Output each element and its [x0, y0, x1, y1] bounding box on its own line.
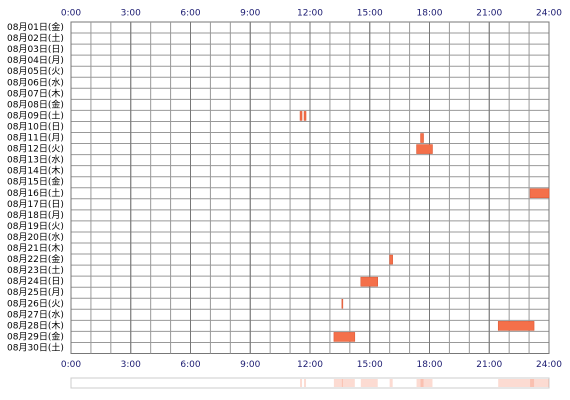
- day-label: 08月28日(木): [7, 319, 64, 331]
- summary-segment: [360, 379, 378, 387]
- activity-bar: [303, 111, 307, 121]
- day-label: 08月06日(水): [7, 76, 64, 88]
- activity-bar: [360, 276, 378, 287]
- day-label: 08月29日(金): [7, 330, 64, 342]
- day-label: 08月04日(月): [7, 55, 64, 66]
- day-label: 08月12日(火): [7, 144, 64, 155]
- day-label: 08月10日(日): [7, 121, 64, 132]
- day-label: 08月23日(土): [7, 264, 64, 276]
- summary-segment: [420, 379, 424, 387]
- day-label: 08月20日(水): [7, 231, 64, 243]
- summary-segment: [341, 379, 343, 387]
- hour-label-bottom: 6:00: [180, 360, 200, 370]
- summary-segment: [304, 379, 307, 387]
- activity-bar: [389, 254, 393, 265]
- day-label: 08月01日(金): [7, 21, 64, 33]
- day-label: 08月27日(水): [7, 308, 64, 320]
- activity-bar: [333, 332, 356, 342]
- activity-bar: [529, 188, 550, 199]
- hour-label-bottom: 3:00: [121, 360, 141, 370]
- activity-bar: [497, 321, 535, 331]
- day-label: 08月13日(水): [7, 154, 64, 166]
- activity-bar: [299, 111, 303, 121]
- hour-label-bottom: 21:00: [476, 360, 502, 370]
- hour-label-top: 18:00: [417, 9, 443, 19]
- day-label: 08月26日(火): [7, 298, 64, 309]
- day-label: 08月03日(日): [7, 44, 64, 55]
- day-label: 08月16日(土): [7, 187, 64, 199]
- hour-label-top: 0:00: [61, 9, 81, 19]
- day-label: 08月24日(日): [7, 276, 64, 287]
- hour-label-bottom: 18:00: [417, 360, 443, 370]
- day-label: 08月08日(金): [7, 98, 64, 110]
- hour-label-bottom: 9:00: [240, 360, 260, 370]
- summary-segment: [498, 379, 535, 387]
- hour-label-top: 6:00: [180, 9, 200, 19]
- day-label: 08月17日(日): [7, 199, 64, 210]
- summary-segment: [333, 379, 355, 387]
- hour-label-bottom: 12:00: [297, 360, 323, 370]
- day-label: 08月22日(金): [7, 253, 64, 265]
- hour-label-top: 12:00: [297, 9, 323, 19]
- hour-label-bottom: 0:00: [61, 360, 81, 370]
- day-label: 08月02日(土): [7, 32, 64, 44]
- activity-bar: [420, 133, 424, 143]
- hour-label-top: 21:00: [476, 9, 502, 19]
- day-label: 08月25日(月): [7, 287, 64, 298]
- day-label: 08月05日(火): [7, 66, 64, 77]
- summary-segment: [416, 379, 433, 387]
- day-label: 08月19日(火): [7, 221, 64, 232]
- day-label: 08月30日(土): [7, 341, 64, 353]
- hour-label-top: 3:00: [121, 9, 141, 19]
- summary-segment: [530, 379, 549, 387]
- day-label: 08月09日(土): [7, 109, 64, 121]
- hour-label-top: 15:00: [357, 9, 383, 19]
- hour-label-top: 24:00: [536, 9, 562, 19]
- hour-label-bottom: 24:00: [536, 360, 562, 370]
- day-label: 08月21日(木): [7, 242, 64, 254]
- day-label: 08月18日(月): [7, 210, 64, 221]
- activity-bar: [341, 299, 344, 309]
- summary-segment: [389, 379, 393, 387]
- activity-bar: [416, 144, 433, 154]
- day-label: 08月07日(木): [7, 87, 64, 99]
- hour-label-bottom: 15:00: [357, 360, 383, 370]
- day-label: 08月11日(月): [7, 133, 64, 144]
- summary-segment: [300, 379, 303, 387]
- summary-strip: [70, 377, 550, 389]
- day-label: 08月15日(金): [7, 176, 64, 188]
- hour-label-top: 9:00: [240, 9, 260, 19]
- day-label: 08月14日(木): [7, 165, 64, 177]
